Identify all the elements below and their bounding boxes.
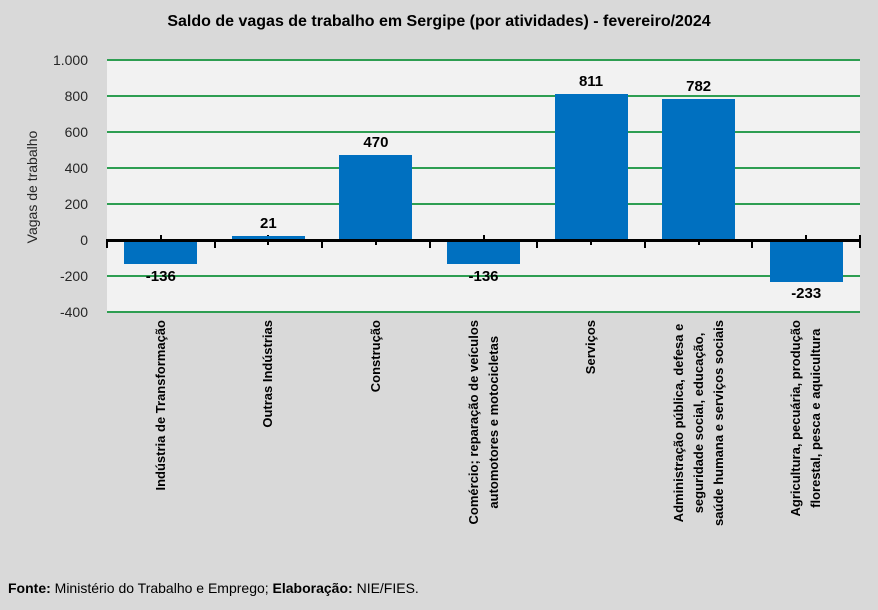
axis-boundary-tick (751, 240, 754, 248)
category-label-text: Serviços (583, 320, 599, 375)
y-tick-label: 0 (80, 232, 88, 248)
source-note: Fonte: Ministério do Trabalho e Emprego;… (8, 580, 419, 596)
gridline (107, 275, 860, 277)
bar (662, 99, 736, 240)
bar-value-label: 21 (260, 215, 277, 233)
elaboration-text: NIE/FIES. (352, 580, 419, 596)
y-tick-label: 1.000 (52, 52, 88, 68)
bar-value-label: -233 (791, 285, 822, 303)
category-label: Construção (324, 320, 428, 570)
bar (231, 236, 305, 240)
bar-value-label: -136 (468, 267, 499, 285)
gridline (107, 167, 860, 169)
category-label-text: Indústria de Transformação (152, 320, 168, 491)
source-text: Ministério do Trabalho e Emprego; (50, 580, 273, 596)
axis-boundary-tick (106, 240, 108, 248)
y-tick-label: 400 (64, 160, 88, 176)
gridline (107, 59, 860, 61)
axis-boundary-tick (428, 240, 431, 248)
category-label-text: Comércio; reparação de veículos automoto… (465, 320, 501, 525)
y-tick-label: 600 (64, 124, 88, 140)
bar-value-label: 811 (578, 73, 604, 91)
axis-boundary-tick (643, 240, 646, 248)
bar (447, 240, 520, 265)
source-label: Fonte: (8, 580, 51, 596)
category-label-text: Administração pública, defesa e segurida… (670, 320, 726, 526)
elaboration-label: Elaboração: (272, 580, 353, 596)
category-label-text: Outras Indústrias (260, 320, 276, 428)
axis-boundary-tick (321, 240, 324, 248)
category-label-text: Construção (367, 320, 383, 393)
bar (554, 94, 628, 240)
category-label: Indústria de Transformação (109, 320, 213, 570)
y-axis-title: Vagas de trabalho (24, 130, 40, 244)
bar (769, 240, 843, 282)
gridline (107, 95, 860, 97)
gridline (107, 131, 860, 133)
y-tick-label: -200 (59, 268, 88, 284)
chart-title: Saldo de vagas de trabalho em Sergipe (p… (167, 13, 711, 30)
y-tick-label: 200 (64, 196, 88, 212)
y-tick-label: -400 (59, 304, 88, 320)
category-label: Outras Indústrias (216, 320, 320, 570)
axis-boundary-tick (859, 235, 861, 248)
category-label: Administração pública, defesa e segurida… (647, 320, 751, 570)
gridline (107, 203, 860, 205)
bar-value-label: -136 (145, 267, 176, 285)
category-label: Agricultura, pecuária, produção floresta… (754, 320, 858, 570)
x-axis-line (106, 238, 861, 242)
gridline (107, 311, 860, 313)
axis-boundary-tick (536, 240, 539, 248)
category-label: Serviços (539, 320, 643, 570)
bar (124, 240, 198, 265)
bar (339, 155, 413, 240)
y-tick-label: 800 (64, 88, 88, 104)
axis-boundary-tick (213, 240, 216, 248)
bar-value-label: 470 (363, 134, 389, 152)
category-label-text: Agricultura, pecuária, produção floresta… (788, 320, 824, 517)
category-label: Comércio; reparação de veículos automoto… (432, 320, 536, 570)
bar-value-label: 782 (686, 78, 712, 96)
